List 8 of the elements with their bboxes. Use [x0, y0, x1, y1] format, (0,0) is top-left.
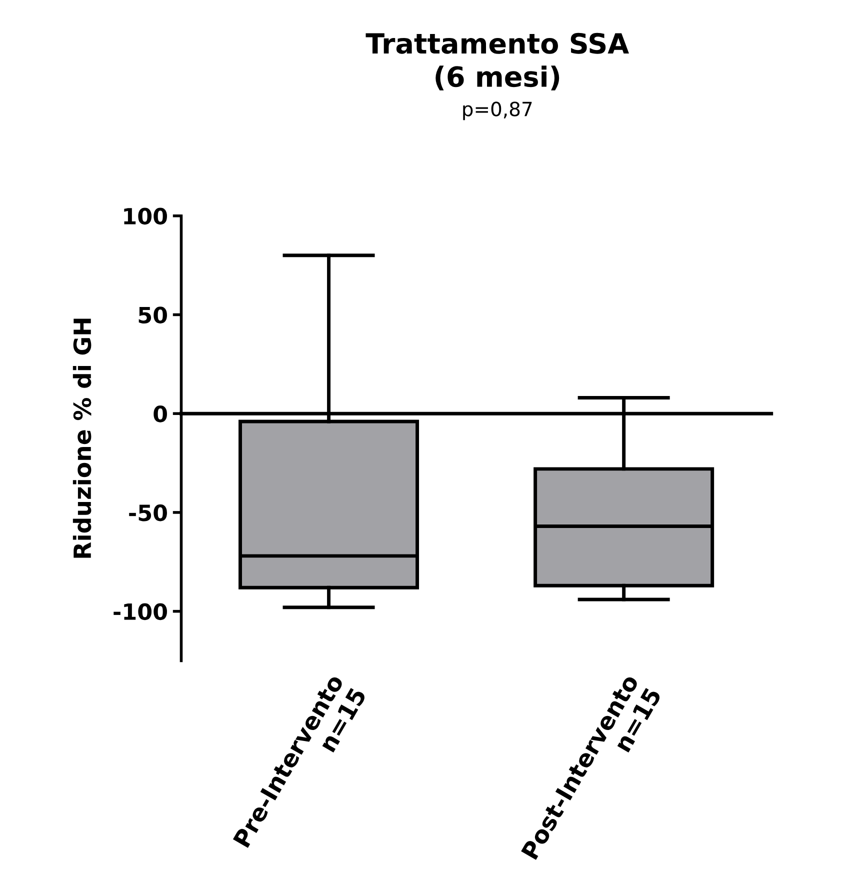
y-tick-label: -50	[129, 504, 167, 522]
y-axis-title: Riduzione % di GH	[72, 318, 92, 558]
y-tick-label: 50	[138, 306, 167, 324]
y-tick-label: 0	[154, 406, 167, 422]
y-tick-label: 100	[124, 208, 167, 225]
y-tick-label: -100	[114, 603, 167, 620]
chart-subtitle: p=0,87	[463, 102, 532, 120]
chart-title: Trattamento SSA (6 mesi)	[366, 32, 629, 90]
